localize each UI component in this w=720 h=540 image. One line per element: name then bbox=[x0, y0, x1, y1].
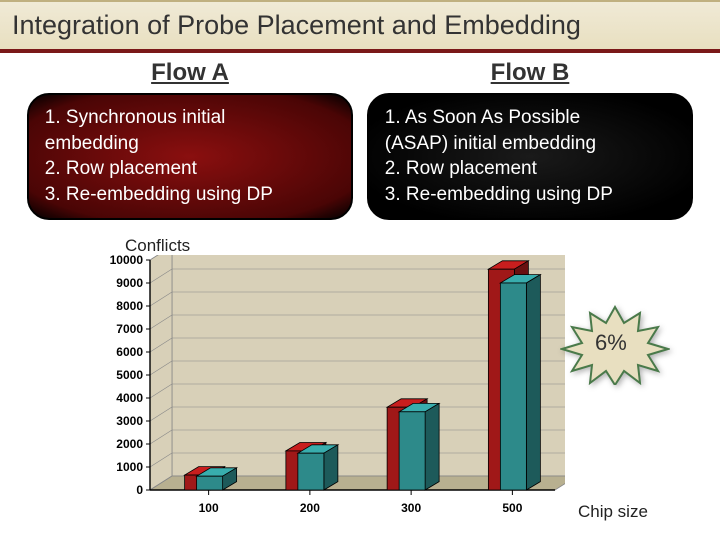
svg-text:500: 500 bbox=[502, 501, 522, 515]
svg-text:3000: 3000 bbox=[116, 414, 143, 428]
svg-text:6000: 6000 bbox=[116, 345, 143, 359]
flow-b-line: (ASAP) initial embedding bbox=[385, 131, 675, 157]
flow-a-line: 1. Synchronous initial bbox=[45, 105, 335, 131]
flow-a-line: 3. Re-embedding using DP bbox=[45, 182, 335, 208]
y-axis-title: Conflicts bbox=[125, 236, 190, 256]
flow-b-header: Flow B bbox=[367, 59, 693, 87]
flow-a-header: Flow A bbox=[27, 59, 353, 87]
flow-a-box: 1. Synchronous initial embedding 2. Row … bbox=[27, 93, 353, 220]
svg-text:7000: 7000 bbox=[116, 322, 143, 336]
page-title: Integration of Probe Placement and Embed… bbox=[12, 10, 708, 41]
svg-text:9000: 9000 bbox=[116, 276, 143, 290]
svg-text:200: 200 bbox=[300, 501, 320, 515]
chart-svg: 0 1000 2000 3000 4000 5000 6000 7000 8000 9000 100… bbox=[95, 255, 565, 520]
svg-text:300: 300 bbox=[401, 501, 421, 515]
flow-b-line: 2. Row placement bbox=[385, 156, 675, 182]
svg-text:8000: 8000 bbox=[116, 299, 143, 313]
flow-a-line: embedding bbox=[45, 131, 335, 157]
flow-b-line: 3. Re-embedding using DP bbox=[385, 182, 675, 208]
svg-text:1000: 1000 bbox=[116, 460, 143, 474]
svg-text:2000: 2000 bbox=[116, 437, 143, 451]
svg-text:0: 0 bbox=[136, 483, 143, 497]
title-bar: Integration of Probe Placement and Embed… bbox=[0, 0, 720, 53]
flow-b-box: 1. As Soon As Possible (ASAP) initial em… bbox=[367, 93, 693, 220]
svg-text:10000: 10000 bbox=[110, 255, 144, 267]
callout-text: 6% bbox=[595, 330, 627, 356]
flow-b-line: 1. As Soon As Possible bbox=[385, 105, 675, 131]
flows-container: Flow A 1. Synchronous initial embedding … bbox=[0, 59, 720, 220]
x-axis-title: Chip size bbox=[578, 502, 648, 522]
flow-b-column: Flow B 1. As Soon As Possible (ASAP) ini… bbox=[367, 59, 693, 220]
svg-text:100: 100 bbox=[199, 501, 219, 515]
flow-a-line: 2. Row placement bbox=[45, 156, 335, 182]
bar-chart: 0 1000 2000 3000 4000 5000 6000 7000 8000 9000 100… bbox=[95, 255, 565, 520]
svg-text:4000: 4000 bbox=[116, 391, 143, 405]
svg-text:5000: 5000 bbox=[116, 368, 143, 382]
flow-a-column: Flow A 1. Synchronous initial embedding … bbox=[27, 59, 353, 220]
